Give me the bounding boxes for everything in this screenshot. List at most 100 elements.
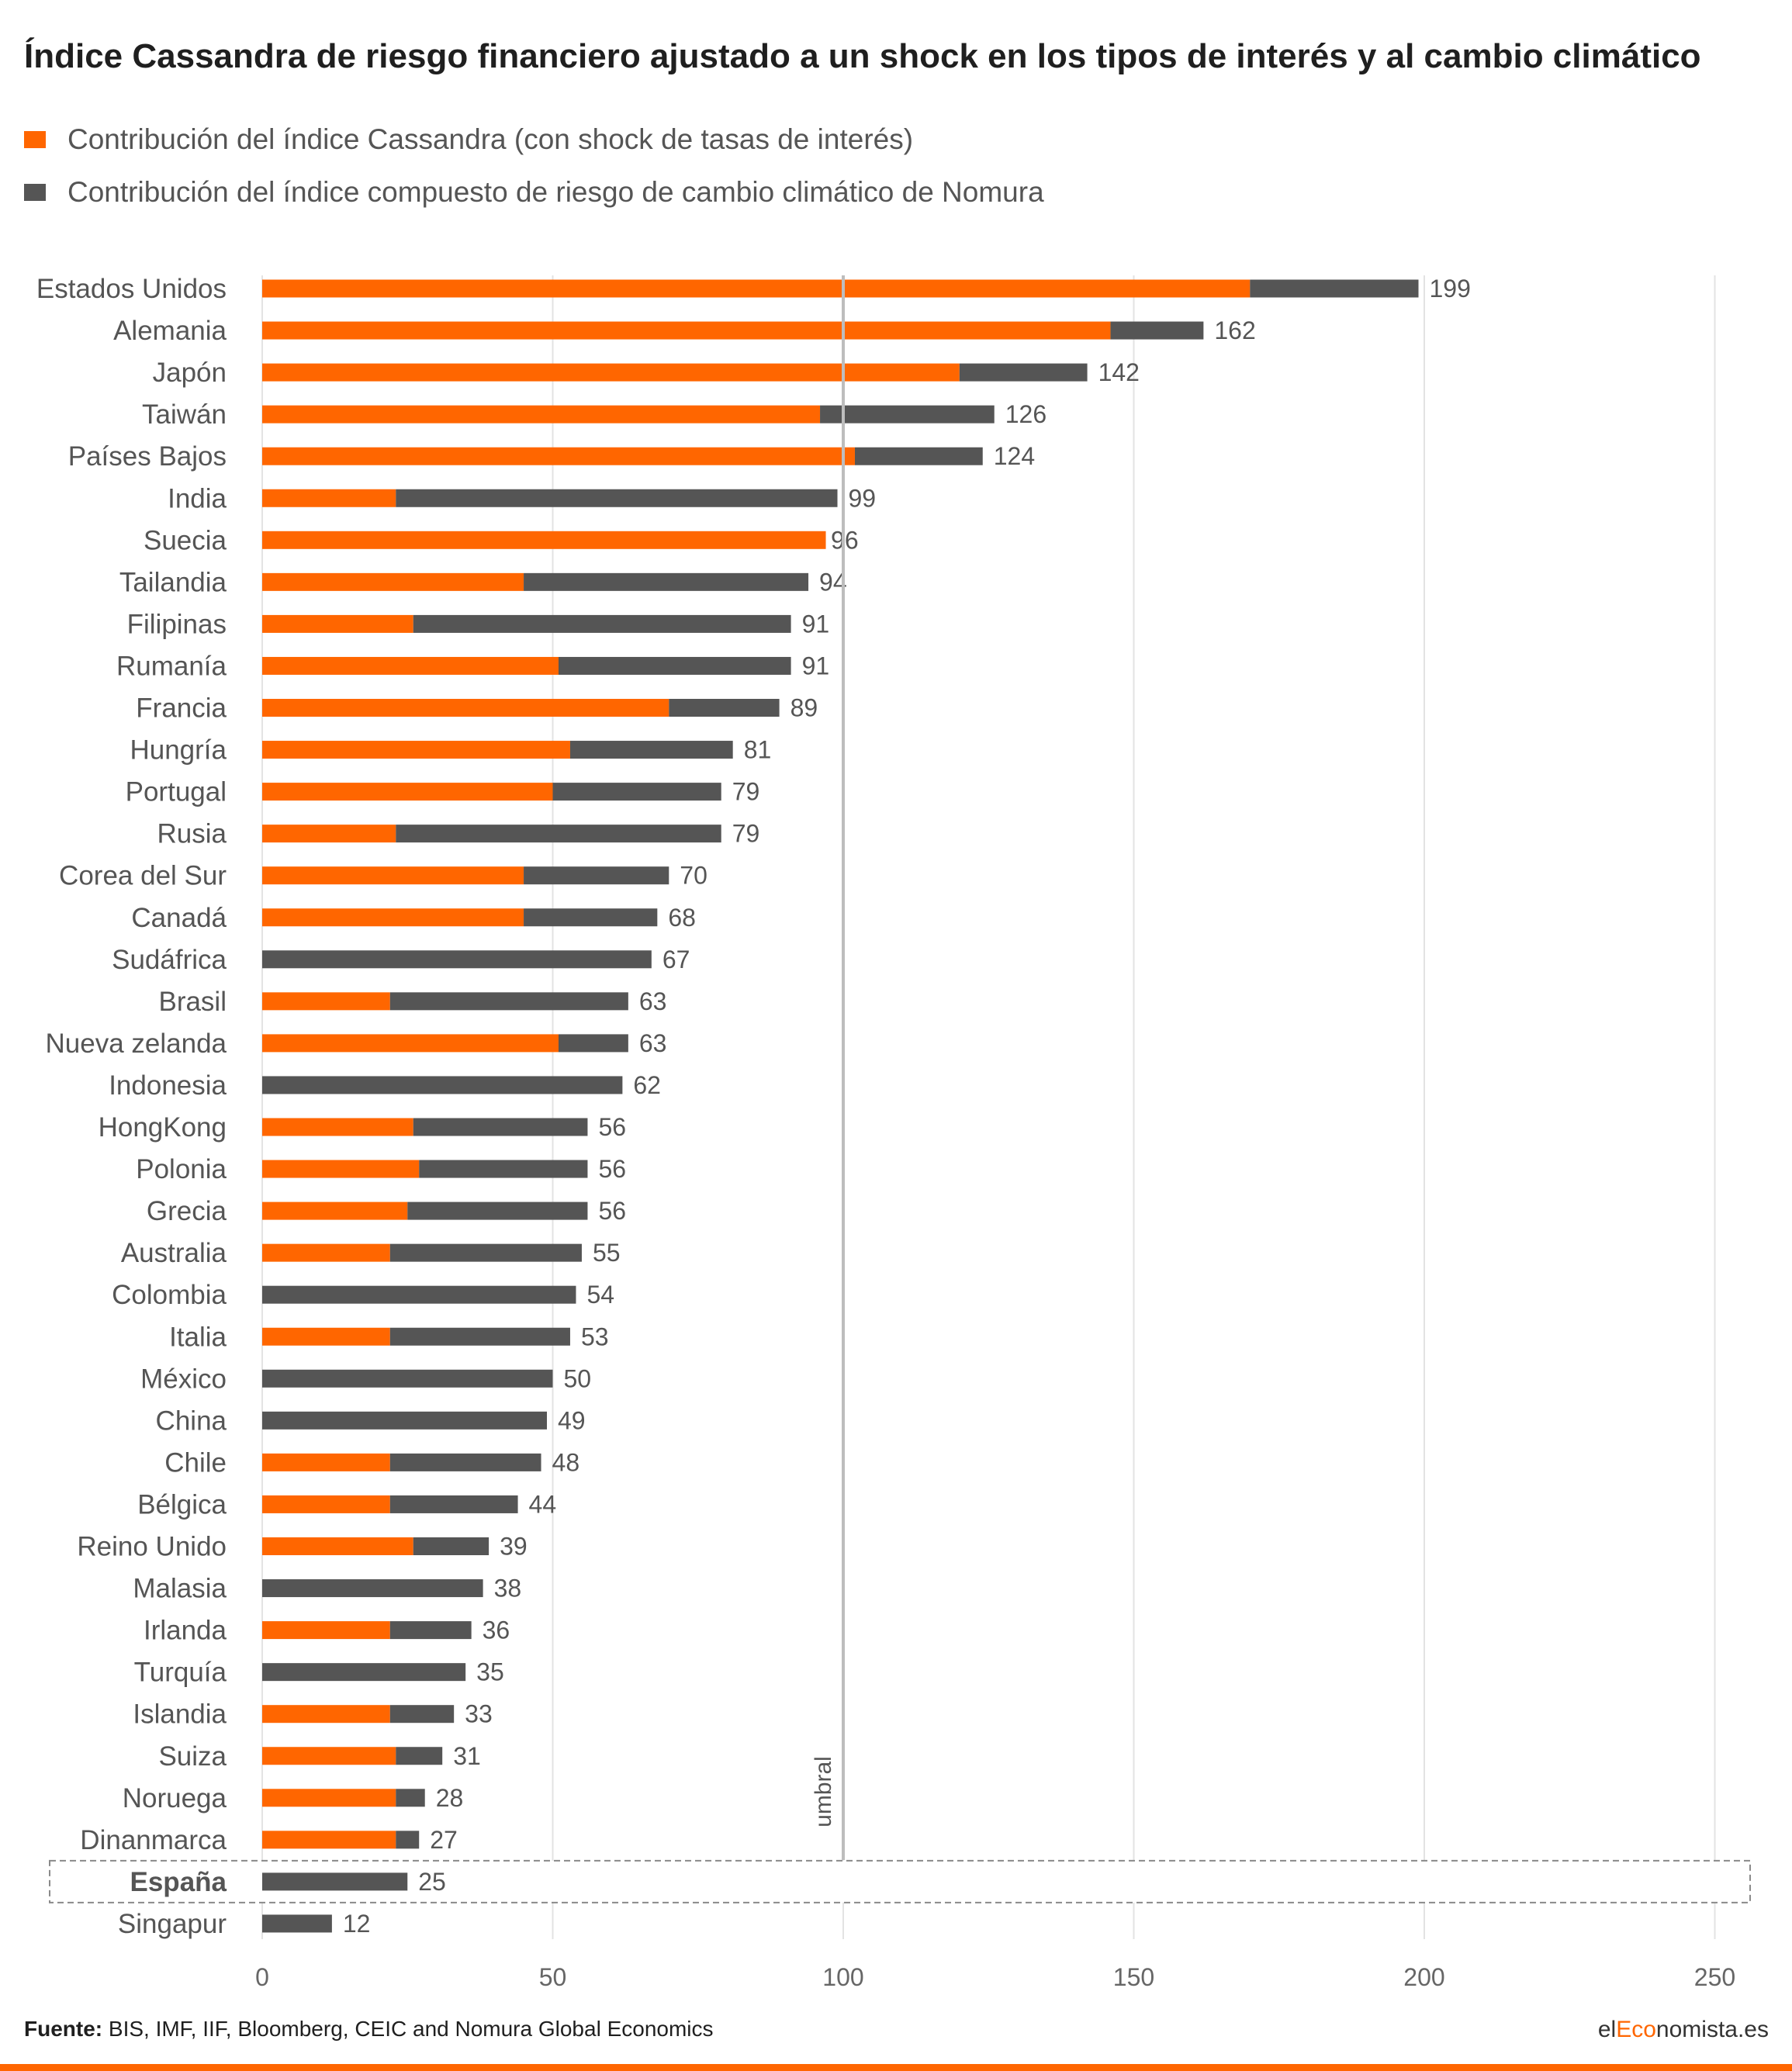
x-tick-label-200: 200 xyxy=(1403,1963,1444,1991)
value-label-31: 38 xyxy=(494,1575,522,1603)
bar-cassandra-34 xyxy=(262,1705,390,1724)
value-label-33: 35 xyxy=(476,1658,504,1686)
bar-nomura-23 xyxy=(389,1243,582,1262)
category-label-30: Reino Unido xyxy=(77,1532,227,1562)
category-label-13: Rusia xyxy=(157,819,227,849)
category-label-1: Alemania xyxy=(113,316,227,346)
value-label-11: 81 xyxy=(744,736,772,764)
bar-cassandra-22 xyxy=(262,1201,408,1220)
bar-nomura-1 xyxy=(1110,321,1204,340)
category-label-37: Dinanmarca xyxy=(80,1825,227,1855)
category-label-19: Indonesia xyxy=(109,1070,227,1101)
threshold-label: umbral xyxy=(811,1756,836,1827)
category-label-5: India xyxy=(168,483,227,513)
bar-cassandra-11 xyxy=(262,741,570,759)
value-label-5: 99 xyxy=(849,484,877,512)
category-label-23: Australia xyxy=(121,1238,227,1268)
value-label-38: 25 xyxy=(418,1868,446,1896)
bar-nomura-21 xyxy=(419,1160,588,1178)
legend-item-nomura: Contribución del índice compuesto de rie… xyxy=(24,173,1044,212)
value-label-29: 44 xyxy=(529,1490,557,1518)
legend-swatch-cassandra xyxy=(24,131,46,148)
category-label-22: Grecia xyxy=(147,1196,227,1226)
value-label-2: 142 xyxy=(1098,358,1140,386)
value-label-13: 79 xyxy=(732,820,760,848)
category-label-39: Singapur xyxy=(118,1909,227,1939)
value-label-18: 63 xyxy=(639,1029,667,1057)
category-label-28: Chile xyxy=(164,1447,227,1478)
value-label-39: 12 xyxy=(343,1910,371,1938)
category-label-32: Irlanda xyxy=(144,1616,227,1646)
bar-nomura-17 xyxy=(389,992,628,1011)
category-label-29: Bélgica xyxy=(137,1489,227,1520)
category-label-36: Noruega xyxy=(123,1783,227,1813)
value-label-34: 33 xyxy=(465,1700,493,1728)
x-tick-label-0: 0 xyxy=(255,1963,269,1991)
bar-nomura-22 xyxy=(407,1201,588,1220)
bar-nomura-5 xyxy=(396,489,838,507)
bar-cassandra-28 xyxy=(262,1453,390,1471)
value-label-24: 54 xyxy=(586,1281,614,1309)
legend-item-cassandra: Contribución del índice Cassandra (con s… xyxy=(24,120,913,159)
bar-cassandra-4 xyxy=(262,447,855,465)
bar-nomura-11 xyxy=(569,741,733,759)
bar-nomura-24 xyxy=(262,1285,576,1304)
bar-nomura-26 xyxy=(262,1369,553,1388)
value-label-27: 49 xyxy=(558,1406,586,1434)
legend-label-nomura: Contribución del índice compuesto de rie… xyxy=(67,176,1044,208)
source-label: Fuente: xyxy=(24,2017,103,2041)
category-label-10: Francia xyxy=(136,693,227,724)
bar-cassandra-23 xyxy=(262,1243,390,1262)
value-label-22: 56 xyxy=(598,1197,626,1225)
bar-chart: 0 50 100 150 200 250 Estados Unidos 199 Alemania… xyxy=(36,274,1751,1991)
bar-cassandra-12 xyxy=(262,783,553,801)
value-label-35: 31 xyxy=(453,1742,481,1770)
bar-nomura-28 xyxy=(389,1453,541,1471)
category-label-21: Polonia xyxy=(136,1154,227,1184)
category-label-3: Taiwán xyxy=(142,399,227,430)
value-label-23: 55 xyxy=(593,1239,621,1267)
bar-nomura-10 xyxy=(669,699,780,717)
category-label-15: Canadá xyxy=(131,903,227,933)
category-label-11: Hungría xyxy=(130,735,227,766)
bar-cassandra-25 xyxy=(262,1327,390,1346)
category-label-33: Turquía xyxy=(134,1658,227,1688)
bar-nomura-33 xyxy=(262,1663,466,1682)
value-label-15: 68 xyxy=(668,904,696,932)
category-label-7: Tailandia xyxy=(119,567,227,597)
bar-cassandra-3 xyxy=(262,405,821,424)
category-label-27: China xyxy=(156,1405,227,1436)
category-label-17: Brasil xyxy=(158,987,227,1017)
value-label-1: 162 xyxy=(1214,316,1255,344)
legend-swatch-nomura xyxy=(24,184,46,201)
category-label-31: Malasia xyxy=(133,1574,227,1604)
value-label-21: 56 xyxy=(598,1155,626,1183)
bar-cassandra-1 xyxy=(262,321,1111,340)
bar-nomura-27 xyxy=(262,1411,548,1430)
bar-nomura-12 xyxy=(552,783,721,801)
category-label-24: Colombia xyxy=(112,1280,227,1310)
category-label-26: México xyxy=(140,1364,227,1394)
bar-nomura-20 xyxy=(413,1118,588,1136)
bar-nomura-3 xyxy=(820,405,995,424)
legend-label-cassandra: Contribución del índice Cassandra (con s… xyxy=(67,123,914,155)
chart-title: Índice Cassandra de riesgo financiero aj… xyxy=(24,37,1701,75)
value-label-30: 39 xyxy=(500,1533,528,1561)
bar-cassandra-7 xyxy=(262,572,524,591)
x-tick-label-250: 250 xyxy=(1694,1963,1735,1991)
bar-cassandra-32 xyxy=(262,1621,390,1640)
bar-nomura-16 xyxy=(262,950,652,969)
bar-nomura-14 xyxy=(524,866,669,885)
bar-nomura-15 xyxy=(524,908,658,927)
category-label-38: España xyxy=(130,1867,227,1897)
value-label-36: 28 xyxy=(436,1784,464,1812)
bar-cassandra-15 xyxy=(262,908,524,927)
category-label-4: Países Bajos xyxy=(68,441,227,472)
bar-nomura-32 xyxy=(389,1621,472,1640)
bar-nomura-18 xyxy=(558,1034,628,1053)
bar-cassandra-36 xyxy=(262,1789,396,1807)
category-label-12: Portugal xyxy=(126,777,227,807)
bottom-accent-bar xyxy=(0,2064,1792,2071)
bar-cassandra-10 xyxy=(262,699,669,717)
bar-nomura-2 xyxy=(959,363,1088,382)
